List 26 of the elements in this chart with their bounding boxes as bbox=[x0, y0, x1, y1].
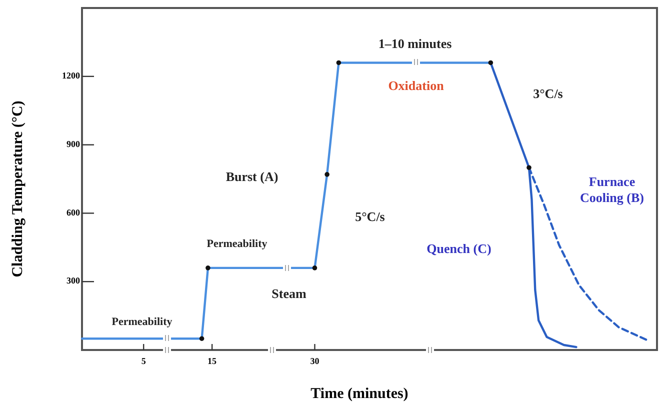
annotation: Permeability bbox=[206, 238, 268, 250]
annotation: 5°C/s bbox=[355, 208, 385, 224]
point bbox=[336, 60, 342, 66]
x-tick-label: 5 bbox=[141, 356, 146, 366]
y-axis-title: Cladding Temperature (°C) bbox=[10, 100, 26, 278]
point bbox=[526, 165, 532, 170]
x-tick-label: 30 bbox=[310, 356, 320, 366]
y-tick-label: 1200 bbox=[62, 70, 80, 80]
annotation: Permeability bbox=[112, 316, 173, 328]
annotation: 3°C/s bbox=[533, 86, 563, 101]
annotation: Quench (C) bbox=[426, 240, 492, 256]
point bbox=[312, 266, 318, 270]
point bbox=[199, 336, 204, 341]
annotation: Oxidation bbox=[388, 78, 445, 93]
y-tick-label: 600 bbox=[66, 207, 80, 218]
x-tick-label: 15 bbox=[208, 356, 218, 366]
y-tick-label: 300 bbox=[66, 276, 80, 286]
point bbox=[488, 60, 494, 66]
y-tick-label: 900 bbox=[66, 138, 80, 149]
annotation: Burst (A) bbox=[226, 168, 278, 184]
point bbox=[324, 172, 330, 177]
point bbox=[206, 266, 210, 270]
annotation: Steam bbox=[272, 286, 306, 301]
x-axis-title: Time (minutes) bbox=[310, 386, 408, 402]
annotation: 1–10 minutes bbox=[378, 36, 452, 51]
annotation: Furnace Cooling (B) bbox=[580, 174, 644, 205]
